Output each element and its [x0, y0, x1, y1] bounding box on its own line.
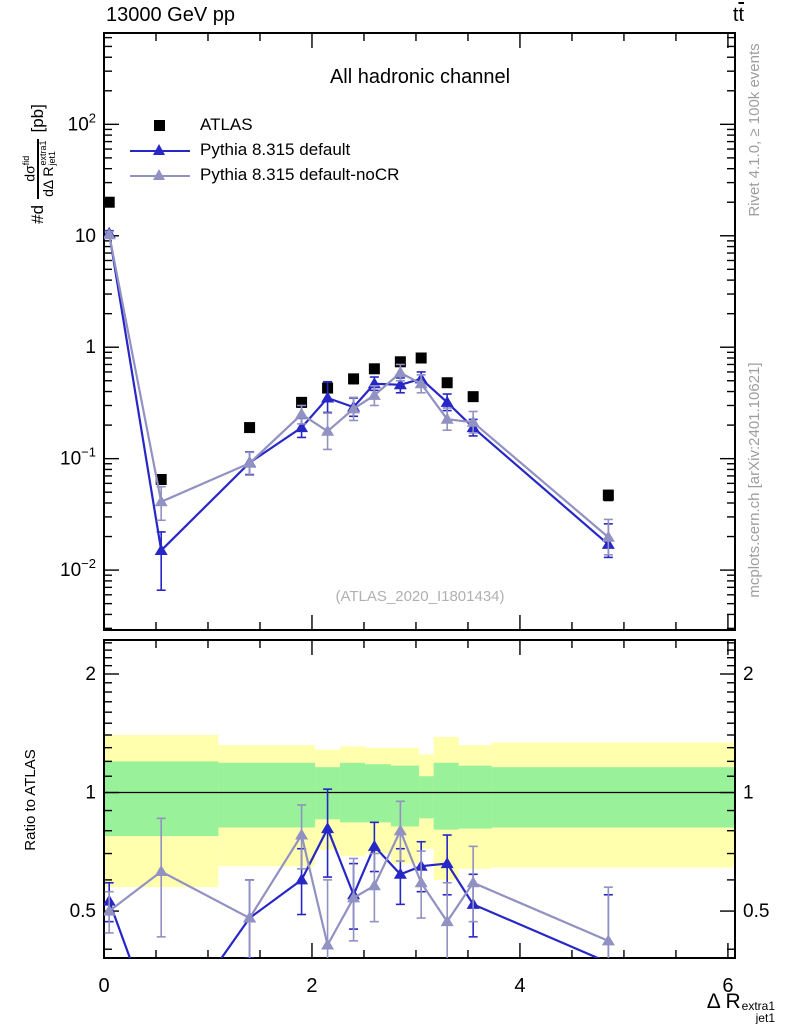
- numerator-sup: fid: [20, 155, 31, 166]
- main-y-tick-label: 102: [68, 110, 96, 135]
- ratio-panel-frame: [103, 639, 736, 959]
- ratio-y-tick-label-right: 1: [743, 783, 754, 804]
- ratio-y-tick-label-left: 1: [85, 783, 96, 804]
- x-tick-label: 6: [722, 975, 733, 997]
- x-label-sup: extra1: [741, 999, 775, 1013]
- legend-label-atlas: ATLAS: [200, 114, 253, 134]
- main-y-tick-label: 1: [85, 337, 96, 358]
- legend-label-pythia-default: Pythia 8.315 default: [200, 139, 351, 159]
- series-nocr: [104, 228, 615, 556]
- ratio-series-nocr: [104, 800, 615, 958]
- numerator-base: dσ: [21, 165, 38, 182]
- process-label: tt: [714, 4, 744, 27]
- triangle-line-marker-icon: [128, 140, 192, 160]
- main-panel-frame: [103, 32, 736, 631]
- series-atlas: [104, 196, 614, 502]
- mcplots-reference-note: mcplots.cern.ch [arXiv:2401.10621]: [746, 362, 763, 598]
- y-label-numerator: dσfid: [19, 152, 38, 186]
- process-tbar: t: [738, 4, 744, 26]
- legend-item-pythia-default: Pythia 8.315 default: [128, 137, 399, 162]
- y-label-unit: [pb]: [28, 104, 47, 133]
- triangle-line-marker-icon: [128, 165, 192, 185]
- x-tick-label: 4: [514, 975, 525, 997]
- main-y-tick-label: 10: [75, 226, 96, 247]
- tick-labels: 0 2 4 6 102 10 1 10−1 10−2 2 2 1 1 0.5 0.5: [60, 110, 769, 997]
- x-tick-label: 0: [98, 975, 109, 997]
- ratio-y-tick-label-right: 2: [743, 664, 754, 685]
- ratio-y-tick-label-left: 0.5: [70, 901, 96, 922]
- main-y-tick-label: 10−1: [60, 445, 96, 470]
- rivet-version-note: Rivet 4.1.0, ≥ 100k events: [746, 43, 763, 217]
- y-label-prefix: #d: [28, 204, 47, 224]
- legend-item-atlas: ATLAS: [128, 112, 399, 137]
- x-tick-label: 2: [306, 975, 317, 997]
- x-label-scripts: extra1 jet1: [742, 1000, 775, 1024]
- x-label-base: Δ R: [706, 990, 741, 1013]
- main-y-tick-label: 10−2: [60, 556, 96, 581]
- panel-title: All hadronic channel: [329, 66, 511, 88]
- x-label-sub: jet1: [755, 1011, 775, 1024]
- ratio-y-axis-label: Ratio to ATLAS: [22, 749, 39, 851]
- process-t: t: [732, 4, 739, 26]
- denominator-scripts: extra1 jet1: [38, 141, 58, 166]
- denominator-sub: jet1: [47, 151, 58, 166]
- denominator-base: dΔ R: [39, 166, 56, 197]
- series-default: [104, 226, 615, 591]
- legend: ATLAS Pythia 8.315 default Pythia 8.315 …: [128, 112, 399, 187]
- legend-item-pythia-nocr: Pythia 8.315 default-noCR: [128, 162, 399, 187]
- legend-label-pythia-nocr: Pythia 8.315 default-noCR: [200, 164, 400, 184]
- square-marker-icon: [128, 115, 192, 135]
- ratio-y-tick-label-left: 2: [85, 664, 96, 685]
- collision-energy-label: 13000 GeV pp: [106, 4, 235, 26]
- analysis-id-watermark: (ATLAS_2020_I1801434): [335, 588, 505, 605]
- ratio-y-tick-label-right: 0.5: [743, 901, 769, 922]
